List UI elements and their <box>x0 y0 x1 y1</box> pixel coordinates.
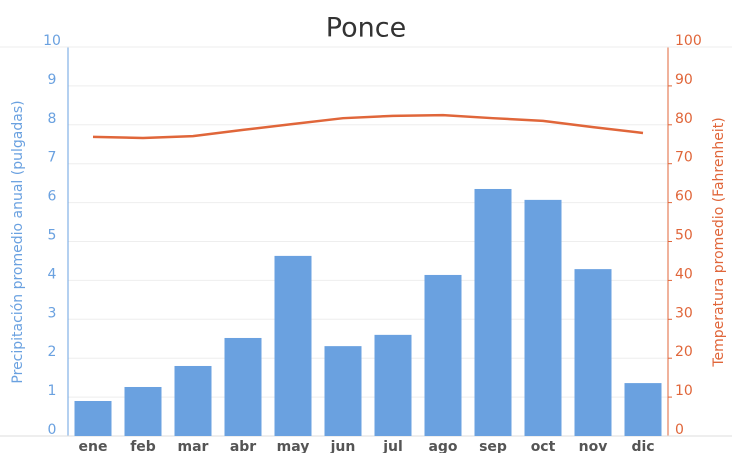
y2-tick-label: 60 <box>675 189 693 205</box>
bar <box>224 337 262 436</box>
x-tick-label: abr <box>230 439 256 453</box>
y-tick-label: 4 <box>48 266 57 282</box>
bar <box>124 386 162 436</box>
y-tick-label: 8 <box>48 111 57 127</box>
x-tick-label: feb <box>130 439 156 453</box>
y-tick-label: 6 <box>48 189 57 205</box>
y2-tick-label: 40 <box>675 266 693 282</box>
bar <box>74 400 112 436</box>
bar <box>624 383 662 436</box>
y2-axis-label: Temperatura promedio (Fahrenheit) <box>711 117 727 367</box>
chart-title: Ponce <box>326 13 406 44</box>
bar <box>474 188 512 436</box>
y-tick-label: 10 <box>43 33 61 49</box>
x-tick-label: dic <box>631 439 654 453</box>
bar <box>374 334 412 436</box>
x-tick-label: nov <box>579 439 608 453</box>
x-tick-label: ago <box>428 439 457 453</box>
y2-tick-label: 80 <box>675 111 693 127</box>
y2-tick-label: 20 <box>675 344 693 360</box>
x-tick-label: oct <box>531 439 556 453</box>
x-tick-label: ene <box>79 439 108 453</box>
line <box>92 113 644 140</box>
x-tick-label: mar <box>178 439 209 453</box>
y2-tick-label: 90 <box>675 72 693 88</box>
y-tick-label: 2 <box>48 344 57 360</box>
y-tick-label: 7 <box>48 150 57 166</box>
bar <box>274 255 312 436</box>
y-tick-label: 1 <box>48 383 57 399</box>
x-tick-label: sep <box>479 439 507 453</box>
y-tick-label: 9 <box>48 72 57 88</box>
x-tick-label: jul <box>382 439 403 453</box>
bar <box>174 365 212 436</box>
y-tick-label: 5 <box>48 228 57 244</box>
y2-tick-label: 30 <box>675 305 693 321</box>
y2-tick-label: 50 <box>675 228 693 244</box>
y2-tick-label: 70 <box>675 150 693 166</box>
bar <box>324 346 362 436</box>
bar <box>424 274 462 436</box>
y2-tick-label: 0 <box>675 422 684 438</box>
bar <box>574 269 612 436</box>
y2-tick-label: 10 <box>675 383 693 399</box>
bar <box>524 199 562 436</box>
y-tick-label: 3 <box>48 305 57 321</box>
y2-tick-label: 100 <box>675 33 702 49</box>
y-tick-label: 0 <box>48 422 57 438</box>
y-axis-label: Precipitación promedio anual (pulgadas) <box>10 100 26 383</box>
x-tick-label: may <box>277 439 310 453</box>
x-tick-label: jun <box>330 439 356 453</box>
